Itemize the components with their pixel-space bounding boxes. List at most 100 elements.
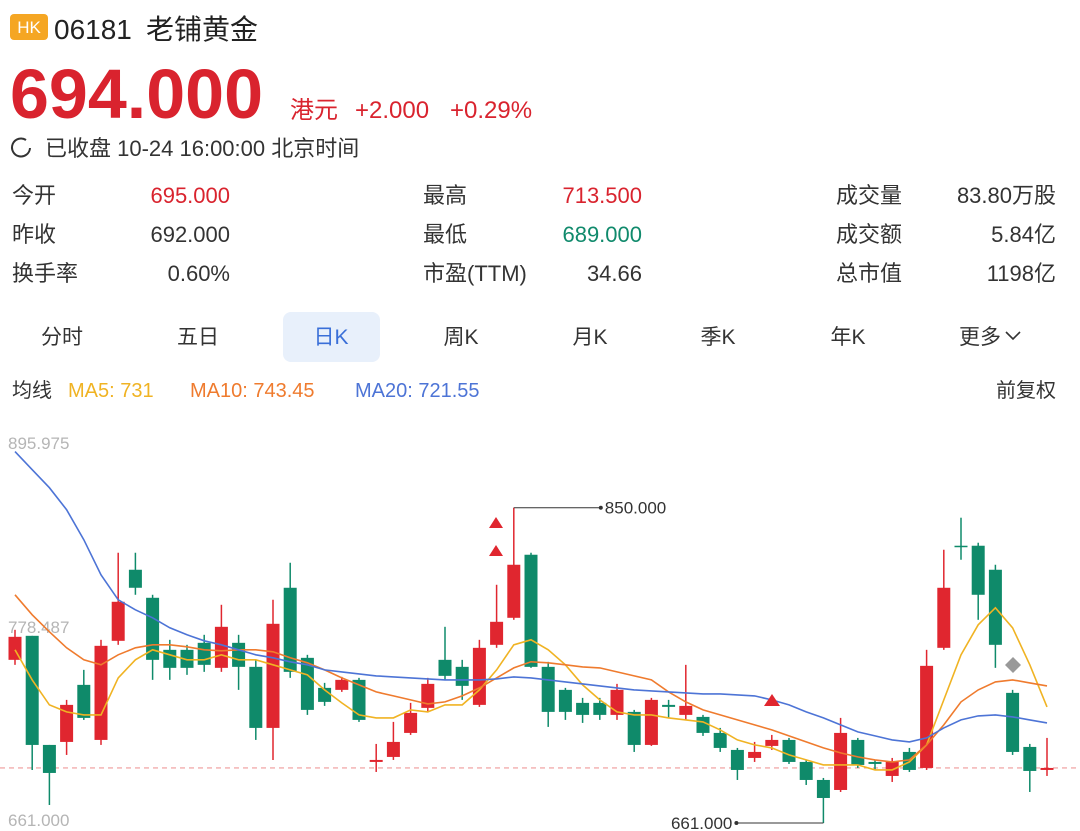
stat-label: 成交额	[836, 222, 902, 247]
candle-body	[868, 761, 882, 764]
candle-body	[163, 649, 177, 668]
candle-body	[782, 739, 796, 762]
candle-body	[627, 711, 641, 745]
candle-body	[438, 659, 452, 676]
market-badge-text: HK	[17, 18, 41, 37]
more-chevron	[1005, 331, 1021, 341]
ma-line	[14, 451, 1048, 743]
candle-body	[266, 623, 280, 728]
candle-body	[249, 666, 263, 728]
candle-body	[576, 702, 590, 715]
candle-body	[1023, 746, 1037, 771]
stat-label: 最高	[423, 183, 467, 208]
candle-body	[214, 626, 228, 668]
stat-label: 今开	[12, 183, 56, 208]
candle-body	[816, 779, 830, 798]
y-tick-label: 895.975	[8, 434, 69, 453]
candle-body	[335, 679, 349, 690]
stat-label: 换手率	[12, 261, 78, 286]
stat-label: 昨收	[12, 222, 56, 247]
ma-legend: MA20: 721.55	[355, 380, 480, 402]
status: 已收盘 10-24 16:00:00 北京时间	[45, 136, 359, 161]
candle-body	[920, 665, 934, 768]
indicator-legend: MA5: 731 MA10: 743.45 MA20: 721.55	[68, 380, 480, 402]
tab[interactable]: 分时	[41, 326, 83, 349]
candle-body	[524, 554, 538, 667]
stat-value: 5.84亿	[991, 222, 1056, 247]
tab[interactable]: 季K	[700, 326, 735, 349]
candle-body	[352, 679, 366, 720]
tab[interactable]: 周K	[443, 326, 478, 349]
ma-line	[14, 594, 1048, 763]
candle-body	[730, 749, 744, 770]
stat-value: 695.000	[150, 183, 230, 208]
candle-body	[25, 635, 39, 745]
indicator-title: 均线	[12, 379, 52, 402]
candle-body	[541, 666, 555, 712]
tab[interactable]: 年K	[830, 326, 865, 349]
annotation-dot	[734, 821, 739, 825]
annotation-label: 850.000	[605, 499, 666, 518]
candle-body	[696, 716, 710, 733]
stat-label: 市盈(TTM)	[423, 261, 527, 286]
y-tick-label: 661.000	[8, 811, 69, 830]
tab[interactable]: 日K	[313, 326, 348, 349]
stock-name: 老铺黄金	[146, 14, 258, 45]
candle-body	[558, 689, 572, 712]
candle-body	[610, 689, 624, 715]
candle-body	[300, 657, 314, 710]
candle-body	[713, 732, 727, 748]
annotation-dot	[598, 505, 603, 510]
stat-value: 0.60%	[168, 261, 230, 286]
change: +2.000	[355, 97, 429, 124]
candle-body	[885, 761, 899, 776]
candle-body	[662, 704, 676, 707]
candle-body	[1006, 692, 1020, 752]
annotation-label: 661.000	[671, 814, 732, 831]
candle-body	[128, 569, 142, 588]
stat-value: 1198亿	[987, 261, 1056, 286]
ma-legend: MA5: 731	[68, 380, 154, 402]
candle-body	[404, 712, 418, 733]
signal-icon	[489, 545, 503, 556]
currency: 港元	[290, 97, 338, 124]
candle-body	[60, 704, 74, 742]
signal-icon	[1005, 657, 1021, 673]
candle-body	[954, 545, 968, 548]
tabs: 分时 五日 日K 周K 月K 季K 年K 更多	[41, 326, 1001, 349]
candle-body	[937, 587, 951, 648]
candle-body	[369, 759, 383, 762]
candle-body	[851, 739, 865, 765]
tab[interactable]: 月K	[572, 326, 607, 349]
stat-label: 总市值	[836, 261, 902, 286]
tab[interactable]: 五日	[177, 326, 219, 349]
adjust-mode[interactable]: 前复权	[996, 379, 1056, 402]
candle-body	[644, 699, 658, 745]
stat-value: 713.500	[562, 183, 642, 208]
candle-body	[834, 732, 848, 790]
candle-body	[799, 761, 813, 780]
stock-code: 06181	[54, 14, 132, 45]
candle-body	[679, 705, 693, 715]
change-pct: +0.29%	[450, 97, 532, 124]
stat-label: 成交量	[836, 183, 902, 208]
candle-body	[386, 741, 400, 757]
candle-body	[765, 739, 779, 746]
candle-body	[971, 545, 985, 595]
status-icon	[11, 137, 31, 158]
stat-value: 689.000	[562, 222, 642, 247]
tab[interactable]: 更多	[959, 326, 1001, 349]
y-tick-label: 778.487	[8, 618, 69, 637]
stat-value: 692.000	[150, 222, 230, 247]
candle-body	[232, 642, 246, 667]
price: 694.000	[10, 55, 263, 133]
candle-body	[42, 744, 56, 773]
ma-legend: MA10: 743.45	[190, 380, 315, 402]
ma-line	[14, 606, 1048, 771]
candle-body	[748, 751, 762, 758]
candle-body	[77, 684, 91, 718]
candle-body	[593, 702, 607, 715]
candle-body	[180, 649, 194, 668]
